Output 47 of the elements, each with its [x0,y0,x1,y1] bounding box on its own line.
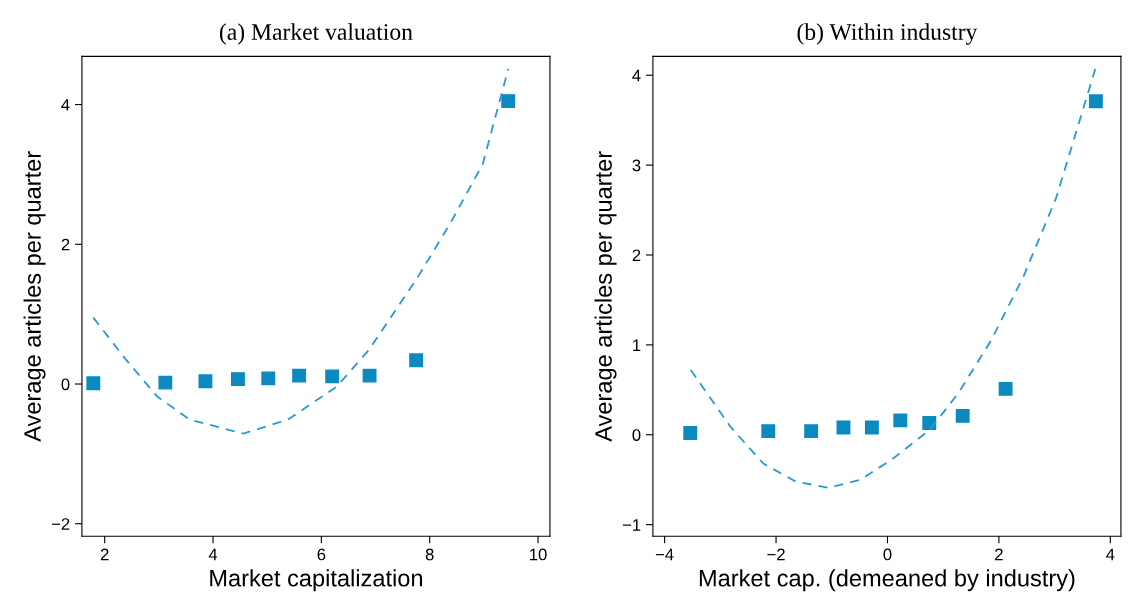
y-tick-label: 0 [61,378,70,391]
chart-title: (b) Within industry [797,23,978,45]
y-tick-label: −2 [51,518,70,530]
point [230,372,245,387]
x-tick-label: 0 [883,548,892,561]
chart-title: (a) Market valuation [219,23,413,45]
x-tick-label: 2 [100,548,109,561]
point [86,376,101,391]
y-tick-label: −1 [622,519,641,531]
point [836,420,851,435]
x-axis-title: Market cap. (demeaned by industry) [699,569,1075,592]
point [362,368,377,383]
x-tick-label: 10 [530,548,547,561]
y-tick-label: 0 [632,429,641,441]
y-tick-label: 4 [632,69,641,82]
point [804,424,819,439]
x-tick-label: 4 [1106,548,1115,561]
point [864,420,879,435]
point [325,369,340,384]
x-tick-label: 6 [317,548,326,561]
point [683,426,698,440]
x-tick-label: 4 [208,548,218,561]
y-tick-label: 3 [632,159,641,172]
y-tick-label: 1 [633,339,641,351]
x-tick-label: −2 [767,548,785,561]
x-axis-title: Market capitalization [210,569,423,592]
point [198,374,213,389]
y-axis-title: Average articles per quarter [594,151,617,442]
x-tick-label: 8 [425,548,434,561]
point [955,408,970,423]
x-tick-label: 2 [995,548,1003,561]
point [158,375,173,390]
y-tick-label: 4 [61,99,70,111]
point [261,371,276,386]
x-tick-label: −4 [655,548,674,561]
y-tick-label: 2 [61,238,70,251]
point [1088,94,1103,109]
point [893,413,908,428]
point [501,94,516,109]
point [292,368,307,383]
line-series [689,68,1097,489]
y-axis-title: Average articles per quarter [23,151,46,442]
point [998,381,1013,396]
point [761,424,776,439]
y-tick-label: 2 [632,249,641,262]
point [409,353,424,368]
line-series [92,68,510,435]
